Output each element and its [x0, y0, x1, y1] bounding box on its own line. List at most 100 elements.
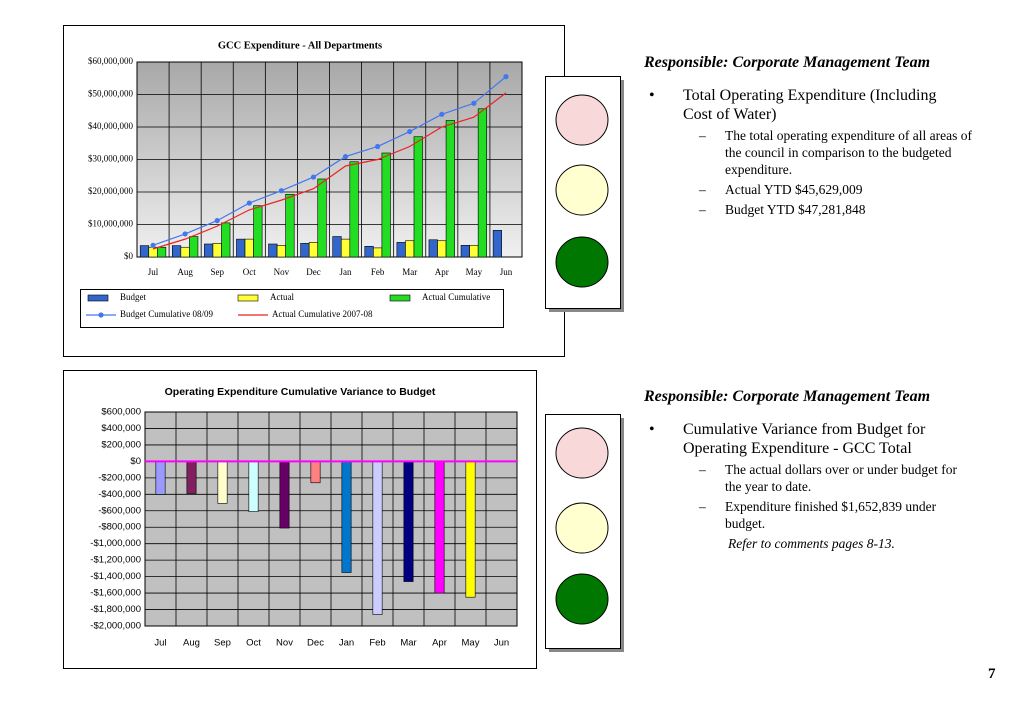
- marker: [278, 188, 284, 194]
- bar: [139, 245, 150, 258]
- marker: [471, 100, 477, 106]
- x-tick-label: Jul: [154, 638, 166, 649]
- x-tick-label: Jan: [339, 638, 354, 649]
- marker: [246, 200, 252, 206]
- bar: [381, 152, 391, 258]
- bar: [248, 461, 259, 512]
- y-tick-label: -$400,000: [98, 489, 141, 500]
- x-tick-label: Dec: [307, 638, 324, 649]
- line: [152, 92, 507, 250]
- bar: [413, 136, 423, 258]
- x-tick-label: Aug: [177, 267, 193, 277]
- bar: [236, 238, 246, 258]
- bar: [157, 246, 167, 258]
- x-tick-label: Mar: [402, 267, 417, 277]
- y-tick-label: $200,000: [101, 439, 141, 450]
- bar: [372, 461, 383, 615]
- marker: [439, 111, 445, 117]
- marker: [150, 242, 156, 248]
- legend-label: Budget: [120, 292, 146, 302]
- x-tick-label: Sep: [210, 267, 224, 277]
- bar: [212, 243, 222, 258]
- y-tick-label: $0: [124, 251, 134, 261]
- bar: [217, 461, 228, 504]
- traffic-light: [545, 76, 624, 312]
- bar: [434, 461, 445, 594]
- bar: [171, 245, 182, 258]
- heading: Responsible: Corporate Management Team: [644, 54, 931, 71]
- bar: [221, 222, 231, 258]
- y-tick-label: $40,000,000: [88, 121, 134, 131]
- y-tick-label: $30,000,000: [88, 154, 134, 164]
- bar: [364, 245, 374, 258]
- bar: [244, 238, 254, 258]
- bar: [332, 236, 342, 258]
- bar: [279, 461, 290, 529]
- x-tick-label: Oct: [243, 267, 256, 277]
- x-tick-label: Apr: [435, 267, 449, 277]
- x-tick-label: Jan: [340, 267, 352, 277]
- chart-title: Operating Expenditure Cumulative Varianc…: [165, 386, 436, 398]
- y-tick-label: $20,000,000: [88, 186, 134, 196]
- traffic-light: [545, 414, 624, 652]
- x-tick-label: Feb: [371, 267, 385, 277]
- marker: [342, 153, 349, 160]
- bar: [300, 243, 310, 258]
- y-tick-label: -$600,000: [98, 505, 141, 516]
- marker: [375, 143, 381, 150]
- bar: [340, 238, 351, 258]
- legend-swatch: [98, 312, 104, 318]
- section: Responsible: Corporate Management Team T…: [644, 54, 979, 218]
- bar: [276, 245, 286, 258]
- bar: [469, 245, 479, 258]
- bar: [437, 240, 447, 258]
- y-tick-label: -$1,600,000: [90, 588, 141, 599]
- bar: [341, 461, 352, 573]
- bar: [308, 242, 319, 258]
- bar: [445, 120, 455, 258]
- bar: [253, 205, 263, 258]
- y-tick-label: -$800,000: [98, 522, 141, 533]
- y-tick-label: $400,000: [101, 423, 141, 434]
- bullet: Cumulative Variance from Budget for Oper…: [649, 420, 963, 458]
- legend-label: Actual Cumulative 2007-08: [272, 309, 373, 319]
- bar: [405, 240, 415, 258]
- marker: [503, 74, 509, 80]
- y-tick-label: $60,000,000: [88, 56, 134, 66]
- bar: [477, 108, 488, 258]
- bar: [155, 461, 166, 495]
- line: [152, 76, 507, 246]
- bar: [268, 243, 278, 258]
- y-tick-label: $0: [130, 456, 141, 467]
- y-tick-label: -$1,200,000: [90, 555, 141, 566]
- marker: [182, 231, 188, 237]
- marker: [214, 218, 220, 224]
- x-tick-label: Jun: [500, 267, 513, 277]
- y-tick-label: $600,000: [101, 407, 141, 418]
- item: The actual dollars over or under budget …: [699, 461, 975, 495]
- bar: [204, 243, 214, 258]
- y-tick-label: -$200,000: [98, 472, 141, 483]
- bar: [460, 245, 470, 258]
- bar: [403, 461, 414, 582]
- bar: [396, 242, 406, 258]
- legend-frame: [80, 289, 504, 328]
- x-tick-label: Dec: [306, 267, 321, 277]
- bar: [373, 247, 383, 258]
- y-tick-label: $10,000,000: [88, 219, 134, 229]
- y-tick-label: -$1,800,000: [90, 604, 141, 615]
- x-tick-label: Feb: [369, 638, 385, 649]
- legend-label: Actual Cumulative: [422, 292, 490, 302]
- note: Refer to comments pages 8-13.: [728, 536, 895, 551]
- x-tick-label: Jul: [148, 267, 159, 277]
- item: Actual YTD $45,629,009: [699, 181, 975, 198]
- page-number: 7: [988, 666, 996, 682]
- section: Responsible: Corporate Management Team C…: [644, 388, 979, 552]
- chart-title: GCC Expenditure - All Departments: [218, 40, 382, 51]
- legend-label: Budget Cumulative 08/09: [120, 309, 213, 319]
- marker: [407, 128, 413, 135]
- y-tick-label: -$2,000,000: [90, 621, 141, 632]
- heading: Responsible: Corporate Management Team: [644, 388, 931, 405]
- bar: [285, 193, 295, 258]
